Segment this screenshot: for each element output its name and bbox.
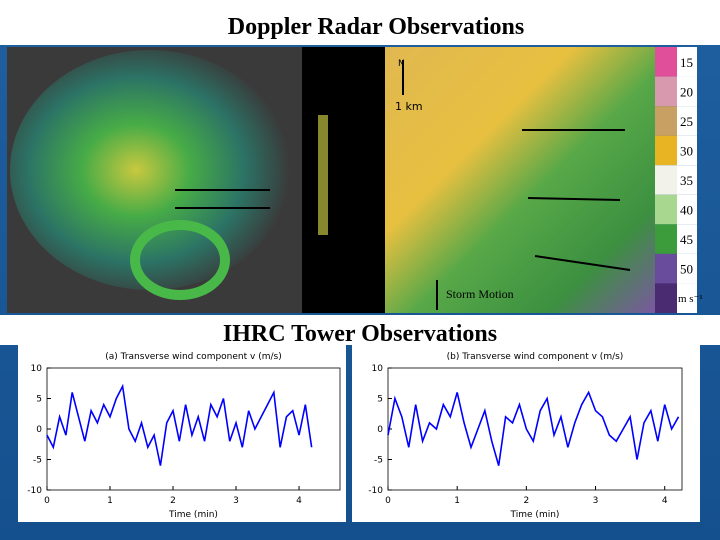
radar-echo (10, 50, 290, 290)
y-tick-label: 0 (36, 425, 42, 435)
x-tick-label: 2 (170, 496, 176, 506)
y-tick-label: 5 (36, 395, 42, 405)
x-tick-label: 1 (454, 496, 460, 506)
chart-panel (18, 345, 346, 522)
x-axis-label: Time (min) (510, 510, 560, 520)
legend-swatch (655, 165, 677, 195)
data-line (46, 383, 313, 466)
chart-title: (a) Transverse wind component v (m/s) (105, 352, 281, 362)
x-tick-label: 0 (385, 496, 391, 506)
legend-swatch (655, 194, 677, 225)
subtitle-strip (0, 315, 720, 345)
legend-label: 20 (680, 84, 693, 99)
north-label: N (398, 59, 405, 69)
y-tick-label: -10 (27, 486, 42, 496)
info-scale (318, 115, 328, 235)
color-legend: 15 20 25 30 35 40 45 50 m s⁻¹ (655, 47, 703, 313)
x-tick-label: 2 (523, 496, 529, 506)
y-tick-label: -10 (368, 486, 383, 496)
x-axis-label: Time (min) (168, 510, 218, 520)
legend-unit: m s⁻¹ (678, 293, 703, 305)
x-tick-label: 4 (296, 496, 302, 506)
legend-cell (677, 47, 697, 77)
x-tick-label: 4 (662, 496, 668, 506)
legend-cell (677, 283, 697, 313)
legend-cell (677, 224, 697, 254)
legend-swatch (655, 283, 677, 313)
arrow (534, 255, 631, 271)
legend-label: 50 (680, 262, 693, 277)
title-strip (0, 0, 720, 45)
legend-cell (677, 165, 697, 195)
chart-title: (b) Transverse wind component v (m/s) (447, 352, 624, 362)
slide-title: Doppler Radar Observations (228, 14, 524, 40)
legend-cell (677, 135, 697, 166)
x-tick-label: 0 (44, 496, 50, 506)
legend-cell (677, 194, 697, 225)
data-line (387, 390, 680, 466)
doppler-image (385, 47, 655, 313)
legend-cell (677, 253, 697, 284)
y-tick-label: 10 (31, 364, 43, 374)
legend-swatch (655, 135, 677, 166)
legend-label: 15 (680, 55, 693, 70)
y-tick-label: 10 (372, 364, 384, 374)
storm-motion-label: Storm Motion (446, 287, 514, 301)
y-tick-label: 5 (377, 395, 383, 405)
y-tick-label: -5 (374, 456, 383, 466)
legend-swatch (655, 47, 677, 77)
slide-subtitle: IHRC Tower Observations (223, 321, 497, 347)
x-tick-label: 3 (593, 496, 599, 506)
legend-swatch (655, 76, 677, 107)
y-tick-label: 0 (377, 425, 383, 435)
legend-cell (677, 106, 697, 136)
eye-wall (130, 220, 230, 300)
radar-info-panel (302, 47, 385, 313)
scale-label: 1 km (395, 100, 423, 113)
x-tick-label: 1 (107, 496, 113, 506)
legend-label: 25 (680, 114, 693, 129)
legend-label: 30 (680, 143, 693, 158)
legend-label: 40 (680, 203, 693, 218)
legend-swatch (655, 224, 677, 254)
y-tick-label: -5 (33, 456, 42, 466)
legend-swatch (655, 106, 677, 136)
x-tick-label: 3 (233, 496, 239, 506)
arrow (527, 197, 621, 201)
legend-swatch (655, 253, 677, 284)
legend-label: 45 (680, 232, 693, 247)
legend-label: 35 (680, 173, 693, 188)
legend-cell (677, 76, 697, 107)
